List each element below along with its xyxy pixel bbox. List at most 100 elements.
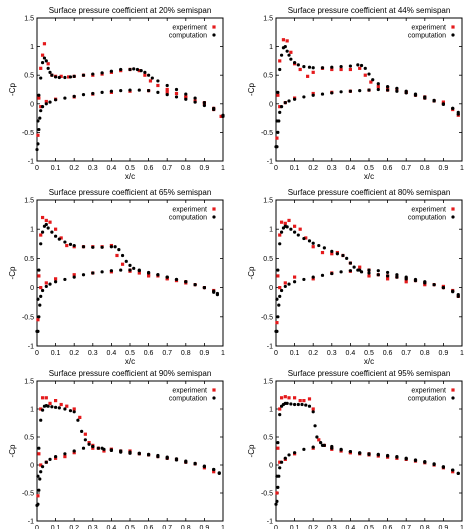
x-tick-label: 0.6 <box>144 350 154 357</box>
y-tick-label: 1.5 <box>24 379 34 386</box>
computation-point <box>293 280 297 284</box>
experiment-point <box>276 93 280 97</box>
computation-point <box>279 230 284 234</box>
x-tick-label: 1 <box>460 165 464 172</box>
experiment-point <box>102 449 106 453</box>
computation-point <box>48 457 52 461</box>
experiment-point <box>451 470 455 474</box>
y-axis-label: -Cp <box>8 266 17 279</box>
computation-point <box>307 65 312 69</box>
computation-point <box>91 444 95 449</box>
x-tick-label: 0.3 <box>88 525 98 529</box>
computation-point <box>302 447 306 451</box>
computation-point <box>46 404 50 408</box>
x-tick-label: 0.7 <box>162 350 172 357</box>
y-tick-label: 0.5 <box>24 73 34 80</box>
experiment-point <box>148 79 153 83</box>
computation-point <box>72 74 76 78</box>
computation-point <box>36 329 40 333</box>
computation-point <box>287 453 291 457</box>
computation-point <box>276 441 280 445</box>
computation-point <box>174 87 179 92</box>
computation-point <box>35 147 39 152</box>
computation-point <box>81 93 86 97</box>
computation-point <box>386 88 390 92</box>
computation-point <box>341 253 345 258</box>
computation-point <box>46 226 50 230</box>
legend-marker-computation <box>212 396 216 400</box>
computation-point <box>72 243 76 248</box>
computation-point <box>278 294 282 298</box>
computation-point <box>119 89 123 93</box>
x-tick-label: 0.2 <box>308 350 318 357</box>
computation-point <box>147 270 151 275</box>
computation-point <box>184 460 188 464</box>
computation-point <box>44 222 48 227</box>
computation-point <box>100 90 104 94</box>
experiment-point <box>54 456 58 460</box>
computation-point <box>404 91 408 95</box>
computation-point <box>184 92 188 96</box>
computation-point <box>40 61 45 65</box>
experiment-point <box>39 286 43 290</box>
y-tick-label: 0 <box>30 101 34 108</box>
computation-point <box>386 85 390 89</box>
computation-point <box>356 63 360 67</box>
computation-point <box>293 230 297 234</box>
experiment-point <box>87 441 91 445</box>
experiment-point <box>363 73 367 77</box>
computation-point <box>156 273 160 277</box>
computation-point <box>413 93 418 97</box>
legend-label-computation: computation <box>169 33 207 40</box>
legend-label-experiment: experiment <box>411 388 446 395</box>
chart-title: Surface pressure coefficient at 95% semi… <box>288 369 451 378</box>
x-tick-label: 0 <box>274 350 278 357</box>
x-tick-label: 0.2 <box>308 165 318 172</box>
experiment-point <box>137 69 141 73</box>
computation-point <box>109 245 113 249</box>
x-tick-label: 0.6 <box>383 165 393 172</box>
x-tick-label: 0.3 <box>327 165 337 172</box>
computation-point <box>313 424 317 428</box>
computation-point <box>278 466 282 470</box>
computation-point <box>72 410 76 414</box>
experiment-point <box>39 233 43 237</box>
experiment-point <box>40 53 45 57</box>
experiment-point <box>67 75 71 79</box>
experiment-point <box>54 399 58 403</box>
legend-label-experiment: experiment <box>411 207 446 214</box>
experiment-point <box>37 96 41 100</box>
computation-point <box>109 269 113 273</box>
series-experiment <box>36 396 216 498</box>
computation-point <box>293 402 297 407</box>
x-tick-label: 0.6 <box>383 525 393 529</box>
computation-point <box>68 75 73 79</box>
computation-point <box>348 261 352 265</box>
computation-point <box>215 291 220 296</box>
computation-point <box>38 477 42 481</box>
computation-point <box>39 418 43 422</box>
y-tick-label: -0.5 <box>261 130 273 137</box>
computation-point <box>367 452 371 456</box>
computation-point <box>348 89 352 93</box>
computation-point <box>119 450 123 454</box>
computation-point <box>44 284 48 289</box>
computation-point <box>81 273 86 277</box>
computation-point <box>132 266 136 270</box>
experiment-point <box>54 277 58 281</box>
computation-point <box>279 53 284 57</box>
computation-point <box>276 485 280 489</box>
computation-point <box>277 474 281 478</box>
computation-point <box>193 462 197 466</box>
experiment-point <box>293 224 297 228</box>
x-tick-label: 0.9 <box>439 165 449 172</box>
computation-point <box>81 245 86 249</box>
computation-point <box>202 286 206 290</box>
x-tick-label: 0.8 <box>420 525 430 529</box>
experiment-point <box>278 407 282 411</box>
experiment-point <box>137 271 141 275</box>
experiment-point <box>311 277 315 281</box>
computation-point <box>278 110 282 114</box>
chart-title: Surface pressure coefficient at 44% semi… <box>288 6 451 15</box>
computation-point <box>279 105 284 109</box>
